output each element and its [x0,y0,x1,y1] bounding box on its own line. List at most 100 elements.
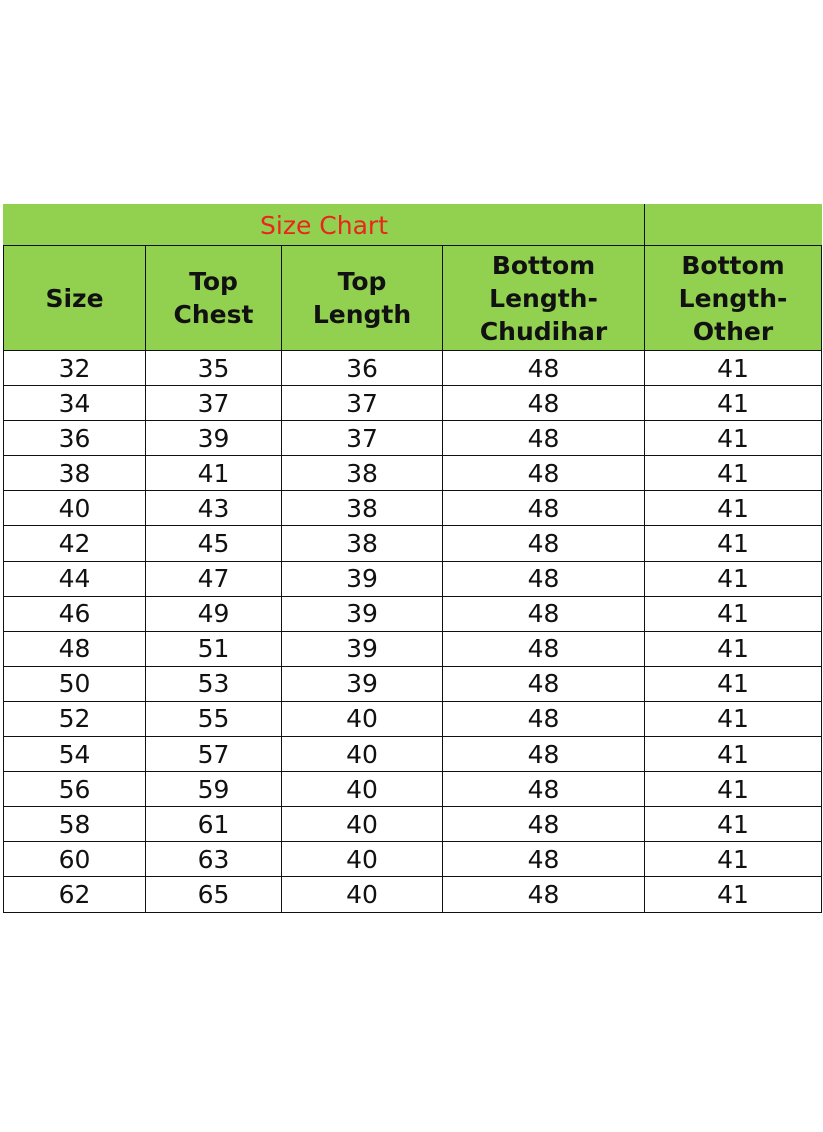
table-cell: 41 [644,349,823,387]
table-title: Size Chart [2,204,646,246]
table-cell: 42 [3,525,146,562]
table-cell: 58 [3,806,146,843]
table-row: 42 45 38 48 41 [3,525,823,562]
table-cell: 48 [441,420,646,457]
table-cell: 56 [3,771,146,808]
table-cell: 40 [3,490,146,527]
table-cell: 37 [281,385,443,422]
table-cell: 40 [281,771,443,808]
column-header-line: Top [189,267,238,296]
table-cell: 41 [644,665,823,702]
table-cell: 48 [441,525,646,562]
table-cell: 41 [644,525,823,562]
table-cell: 59 [145,771,282,808]
table-cell: 36 [281,349,443,387]
table-cell: 39 [145,420,282,457]
table-cell: 48 [441,385,646,422]
table-cell: 48 [441,841,646,878]
table-cell: 41 [644,595,823,632]
table-row: 38 41 38 48 41 [3,455,823,492]
table-cell: 60 [3,841,146,878]
table-cell: 53 [145,665,282,702]
column-header-line: Size [45,283,104,313]
table-cell: 41 [644,841,823,878]
table-cell: 63 [145,841,282,878]
column-header: Top Chest [145,245,282,351]
table-cell: 40 [281,806,443,843]
table-cell: 65 [145,876,282,913]
table-cell: 52 [3,700,146,738]
table-cell: 41 [644,736,823,773]
table-cell: 48 [441,806,646,843]
table-row: 48 51 39 48 41 [3,630,823,667]
table-cell: 48 [441,490,646,527]
table-row: 54 57 40 48 41 [3,736,823,773]
table-cell: 61 [145,806,282,843]
table-cell: 38 [281,490,443,527]
table-cell: 38 [3,455,146,492]
header-row: Size Top Chest Top Length Bottom Length- Chudih… [3,245,823,351]
table-cell: 41 [644,700,823,738]
table-cell: 45 [145,525,282,562]
table-cell: 41 [644,560,823,597]
table-cell: 47 [145,560,282,597]
table-row: 46 49 39 48 41 [3,595,823,632]
table-row: 32 35 36 48 41 [3,349,823,387]
column-header-line: Other [692,316,774,346]
table-cell: 48 [441,665,646,702]
table-row: 40 43 38 48 41 [3,490,823,527]
size-chart-table: Size Chart Size Top Chest Top Length Bottom Le… [2,204,823,913]
table-cell: 41 [644,771,823,808]
column-header: Bottom Length- Other [644,245,823,351]
column-header-line: Chudihar [479,316,608,346]
table-cell: 32 [3,349,146,387]
table-cell: 48 [441,771,646,808]
table-cell: 36 [3,420,146,457]
table-cell: 37 [281,420,443,457]
table-cell: 49 [145,595,282,632]
table-cell: 57 [145,736,282,773]
table-cell: 41 [644,490,823,527]
table-cell: 39 [281,595,443,632]
table-cell: 41 [644,876,823,913]
table-body: 32 35 36 48 41 34 37 37 48 41 36 39 37 48 41 38 41 38 48 41… [3,349,823,913]
table-cell: 55 [145,700,282,738]
title-row: Size Chart [2,204,823,246]
table-cell: 41 [644,385,823,422]
table-row: 36 39 37 48 41 [3,420,823,457]
table-cell: 51 [145,630,282,667]
table-row: 34 37 37 48 41 [3,385,823,422]
column-header: Bottom Length- Chudihar [441,245,646,351]
table-row: 58 61 40 48 41 [3,806,823,843]
table-cell: 41 [644,806,823,843]
table-cell: 40 [281,700,443,738]
table-cell: 48 [441,560,646,597]
table-cell: 40 [281,876,443,913]
table-cell: 62 [3,876,146,913]
empty-title-cell [644,204,823,246]
table-cell: 44 [3,560,146,597]
table-cell: 50 [3,665,146,702]
table-cell: 39 [281,560,443,597]
table-cell: 48 [441,700,646,738]
column-header-line: Length [312,300,412,329]
table-row: 52 55 40 48 41 [3,700,823,738]
table-cell: 38 [281,455,443,492]
table-cell: 37 [145,385,282,422]
column-header-line: Top [337,267,387,296]
column-header-line: Length- [489,283,598,313]
table-row: 56 59 40 48 41 [3,771,823,808]
table-cell: 48 [441,595,646,632]
table-cell: 38 [281,525,443,562]
table-cell: 34 [3,385,146,422]
table-row: 62 65 40 48 41 [3,876,823,913]
table-row: 50 53 39 48 41 [3,665,823,702]
table-cell: 48 [441,630,646,667]
table-cell: 41 [644,630,823,667]
column-header-line: Bottom [681,250,785,280]
column-header-line: Length- [678,283,788,313]
table-cell: 40 [281,736,443,773]
table-row: 44 47 39 48 41 [3,560,823,597]
column-header-line: Bottom [491,250,596,280]
table-cell: 41 [644,420,823,457]
